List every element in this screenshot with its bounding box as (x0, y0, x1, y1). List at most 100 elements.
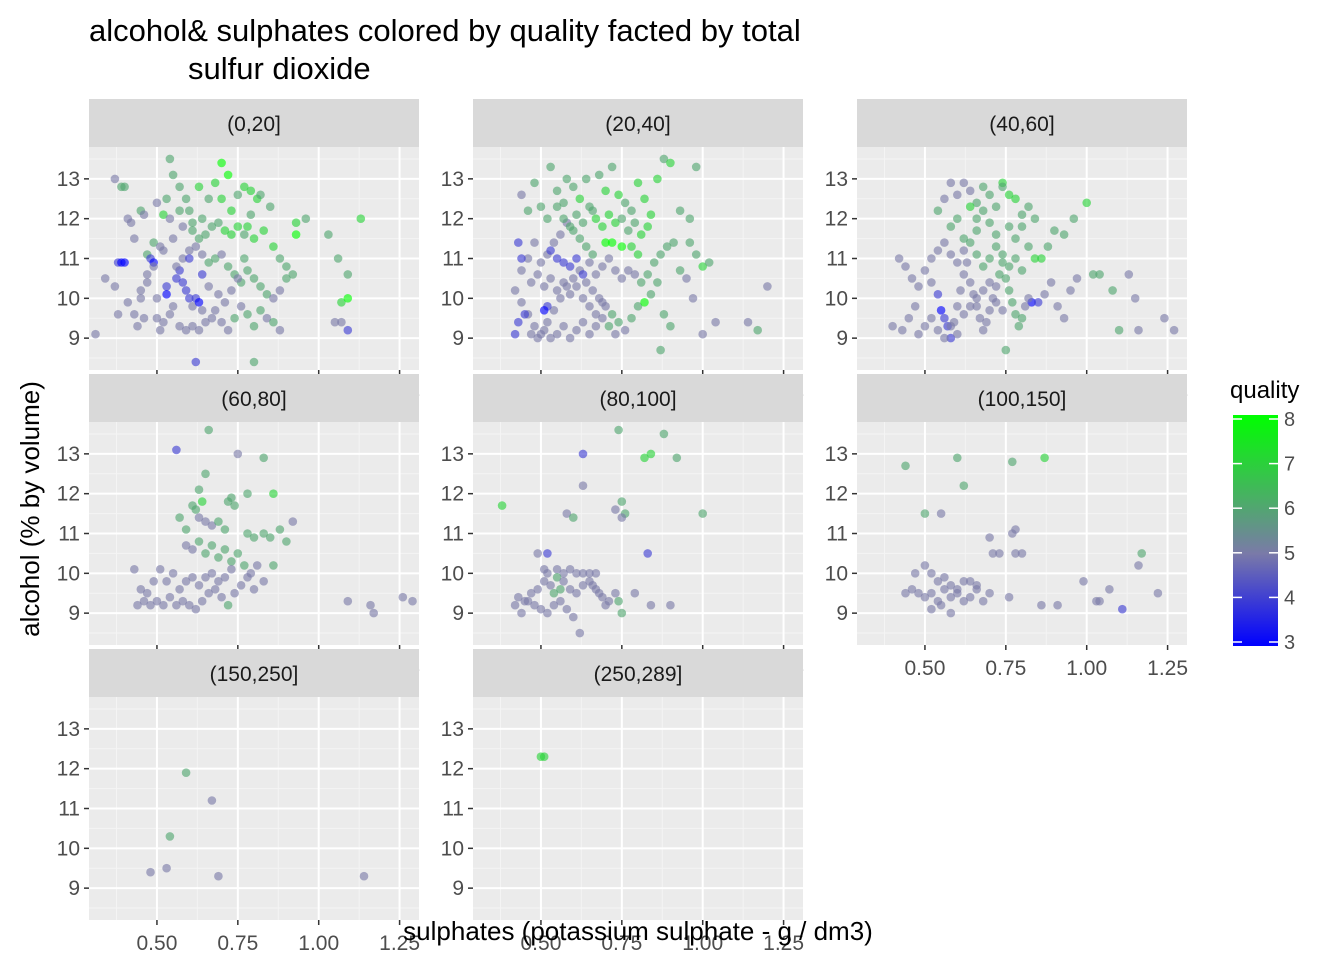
data-point (265, 202, 275, 211)
data-point (210, 306, 220, 315)
data-point (517, 608, 526, 618)
data-point (698, 262, 707, 271)
data-point (408, 596, 417, 606)
data-point (940, 573, 949, 582)
data-point (682, 274, 691, 283)
data-point (995, 270, 1004, 279)
data-point (207, 222, 217, 231)
data-point (265, 533, 275, 542)
data-point (217, 250, 226, 259)
data-point (210, 585, 220, 594)
y-tick-label: 11 (826, 523, 848, 546)
data-point (275, 525, 285, 534)
data-point (197, 270, 207, 279)
data-point (275, 325, 285, 335)
data-point (549, 600, 559, 610)
data-point (565, 262, 575, 271)
data-point (1134, 561, 1143, 570)
data-point (191, 242, 201, 251)
y-tick-label: 13 (57, 168, 80, 191)
data-point (982, 317, 991, 327)
data-point (591, 270, 601, 279)
data-point (946, 178, 956, 188)
data-point (669, 238, 678, 247)
x-tick-label: 1.25 (763, 932, 804, 955)
data-point (110, 174, 120, 184)
data-point (978, 182, 988, 192)
y-tick-label: 11 (442, 798, 464, 821)
data-point (262, 313, 272, 323)
data-point (1137, 549, 1146, 558)
data-point (920, 321, 930, 331)
data-point (256, 282, 265, 291)
data-point (662, 242, 672, 251)
data-point (188, 321, 197, 331)
data-point (743, 317, 753, 327)
data-point (572, 588, 581, 598)
data-point (711, 317, 720, 327)
data-point (920, 592, 930, 602)
data-point (539, 752, 549, 761)
data-point (543, 549, 552, 558)
data-point (978, 596, 988, 606)
data-point (185, 246, 194, 255)
data-point (901, 461, 910, 471)
data-point (985, 533, 994, 542)
facet-strip (89, 374, 419, 422)
data-point (136, 585, 146, 594)
data-point (614, 596, 623, 606)
y-tick-label: 9 (836, 602, 848, 625)
data-point (227, 557, 236, 566)
data-point (572, 282, 581, 291)
data-point (653, 278, 662, 287)
data-point (194, 325, 204, 335)
data-point (959, 577, 969, 586)
data-point (565, 585, 575, 594)
data-point (627, 313, 636, 323)
data-point (549, 238, 559, 247)
data-point (972, 302, 981, 311)
legend-tick-label: 7 (1284, 454, 1295, 476)
data-point (1095, 270, 1104, 279)
data-point (275, 254, 285, 263)
chart-title-line-1: alcohol& sulphates colored by quality fa… (89, 13, 801, 48)
data-point (698, 509, 707, 518)
data-point (1004, 286, 1014, 295)
data-point (188, 226, 197, 235)
y-tick-label: 12 (57, 208, 80, 231)
data-point (1011, 194, 1020, 204)
data-point (188, 218, 197, 227)
data-point (565, 290, 575, 299)
data-point (1037, 600, 1046, 610)
data-point (536, 258, 546, 267)
facet-strip (473, 649, 803, 697)
data-point (972, 198, 981, 208)
data-point (601, 600, 610, 610)
data-point (178, 222, 188, 231)
data-point (569, 274, 578, 283)
data-point (142, 270, 152, 279)
x-tick-label: 0.75 (985, 657, 1026, 680)
data-point (1124, 270, 1134, 279)
data-point (933, 206, 943, 215)
data-point (946, 250, 956, 259)
facet-panel: (150,250] 9 10 11 12 13 0.50 0.75 1.00 1.25 (57, 649, 420, 955)
data-point (130, 234, 139, 243)
y-tick-label: 12 (57, 758, 80, 781)
data-point (691, 250, 701, 259)
data-point (533, 585, 542, 594)
legend-tick-label: 8 (1284, 409, 1295, 431)
data-point (546, 581, 555, 590)
data-point (256, 306, 265, 315)
data-point (559, 214, 568, 223)
data-point (585, 302, 594, 311)
data-point (1001, 274, 1011, 283)
data-point (162, 290, 171, 299)
data-point (172, 262, 181, 271)
data-point (194, 182, 204, 192)
x-tick-label: 1.00 (682, 932, 723, 955)
data-point (233, 449, 243, 459)
data-point (965, 238, 975, 247)
data-point (207, 569, 217, 578)
data-point (646, 449, 656, 459)
